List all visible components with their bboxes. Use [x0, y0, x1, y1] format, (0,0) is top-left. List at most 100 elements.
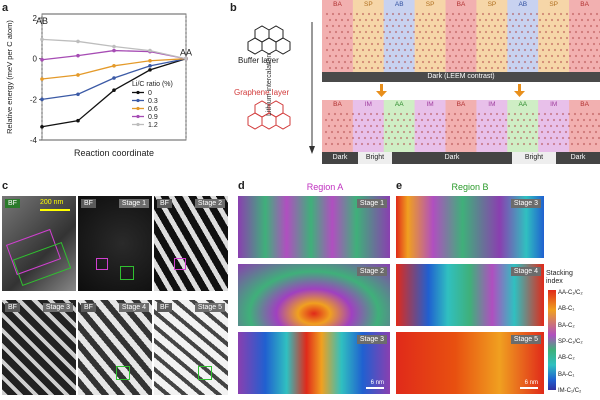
lattice-atom	[595, 36, 599, 40]
lattice-atom	[583, 36, 587, 40]
lattice-atom	[436, 30, 440, 34]
lattice-atom	[406, 66, 410, 70]
lattice-atom	[552, 118, 556, 122]
lattice-atom	[519, 136, 523, 140]
lattice-atom	[420, 118, 424, 122]
lattice-atom	[561, 112, 565, 116]
data-point	[76, 118, 80, 123]
lattice-atom	[375, 112, 379, 116]
lattice-atom	[538, 30, 542, 34]
lattice-atom	[418, 66, 422, 70]
lattice-atom	[447, 136, 451, 140]
lattice-atom	[439, 60, 443, 64]
lattice-atom	[526, 18, 530, 22]
lattice-atom	[520, 42, 524, 46]
lattice-atom	[468, 142, 472, 146]
lattice-atom	[391, 48, 395, 52]
lattice-atom	[597, 112, 600, 116]
lattice-atom	[553, 24, 557, 28]
lattice-atom	[532, 18, 536, 22]
lattice-atom	[400, 42, 404, 46]
region-b-title: Region B	[451, 182, 489, 192]
lattice-atom	[531, 136, 535, 140]
stacking-label: AB-C₁	[558, 306, 575, 313]
lattice-atom	[595, 48, 599, 52]
lattice-atom	[457, 60, 461, 64]
stack-label: IM	[426, 101, 434, 108]
stacking-index-title: Stacking index	[546, 270, 573, 285]
lattice-atom	[544, 66, 548, 70]
lattice-atom	[472, 30, 476, 34]
data-point	[40, 97, 44, 102]
lattice-atom	[384, 118, 388, 122]
lattice-atom	[534, 118, 538, 122]
lattice-atom	[388, 30, 392, 34]
lattice-atom	[595, 12, 599, 16]
data-point	[76, 39, 80, 44]
contrast-dark: Dark	[322, 152, 358, 164]
lattice-atom	[568, 18, 572, 22]
stacking-domain	[507, 0, 539, 72]
legend-entry: 0.3	[148, 98, 158, 105]
lattice-atom	[592, 54, 596, 58]
lattice-atom	[429, 124, 433, 128]
lattice-atom	[432, 130, 436, 134]
lattice-atom	[460, 42, 464, 46]
lattice-atom	[361, 60, 365, 64]
lattice-atom	[400, 30, 404, 34]
lattice-atom	[433, 24, 437, 28]
lattice-atom	[352, 42, 356, 46]
legend-title: Li/C ratio (%)	[132, 81, 173, 88]
lattice-atom	[594, 130, 598, 134]
lattice-atom	[333, 124, 337, 128]
contrast-dark: Dark	[392, 152, 512, 164]
lattice-atom	[430, 30, 434, 34]
lattice-atom	[540, 130, 544, 134]
lattice-atom	[360, 118, 364, 122]
lattice-atom	[505, 48, 509, 52]
lattice-atom	[570, 118, 574, 122]
lattice-atom	[550, 18, 554, 22]
lattice-atom	[424, 42, 428, 46]
lattice-atom	[505, 36, 509, 40]
lattice-atom	[466, 18, 470, 22]
lattice-atom	[546, 130, 550, 134]
lattice-atom	[588, 142, 592, 146]
lattice-atom	[465, 112, 469, 116]
lattice-atom	[487, 36, 491, 40]
lattice-atom	[328, 18, 332, 22]
lattice-atom	[529, 36, 533, 40]
lattice-atom	[412, 66, 416, 70]
lattice-atom	[546, 142, 550, 146]
lattice-atom	[469, 60, 473, 64]
lattice-atom	[583, 12, 587, 16]
lattice-atom	[544, 18, 548, 22]
lattice-atom	[505, 12, 509, 16]
lattice-atom	[423, 124, 427, 128]
lattice-atom	[376, 54, 380, 58]
lattice-atom	[355, 60, 359, 64]
lattice-atom	[583, 48, 587, 52]
panel-b-letter: b	[230, 2, 237, 14]
lattice-atom	[376, 30, 380, 34]
lattice-atom	[537, 136, 541, 140]
lattice-atom	[435, 124, 439, 128]
stack-label: IM	[364, 101, 372, 108]
lattice-atom	[558, 142, 562, 146]
lattice-atom	[324, 130, 328, 134]
data-point	[40, 124, 44, 129]
map-e-stage-3: Stage 3	[396, 196, 544, 258]
lattice-atom	[583, 60, 587, 64]
lattice-atom	[435, 112, 439, 116]
lattice-atom	[402, 130, 406, 134]
panel-d-letter: d	[238, 180, 245, 192]
stage-tag: Stage 5	[510, 335, 541, 344]
lattice-atom	[352, 18, 356, 22]
region-a-title: Region A	[306, 182, 344, 192]
lattice-atom	[517, 60, 521, 64]
lattice-atom	[328, 30, 332, 34]
series-line	[41, 58, 187, 128]
lattice-atom	[577, 60, 581, 64]
bottom-contrast-bar: Dark Bright Dark Bright Dark	[322, 152, 600, 164]
lattice-atom	[325, 24, 329, 28]
